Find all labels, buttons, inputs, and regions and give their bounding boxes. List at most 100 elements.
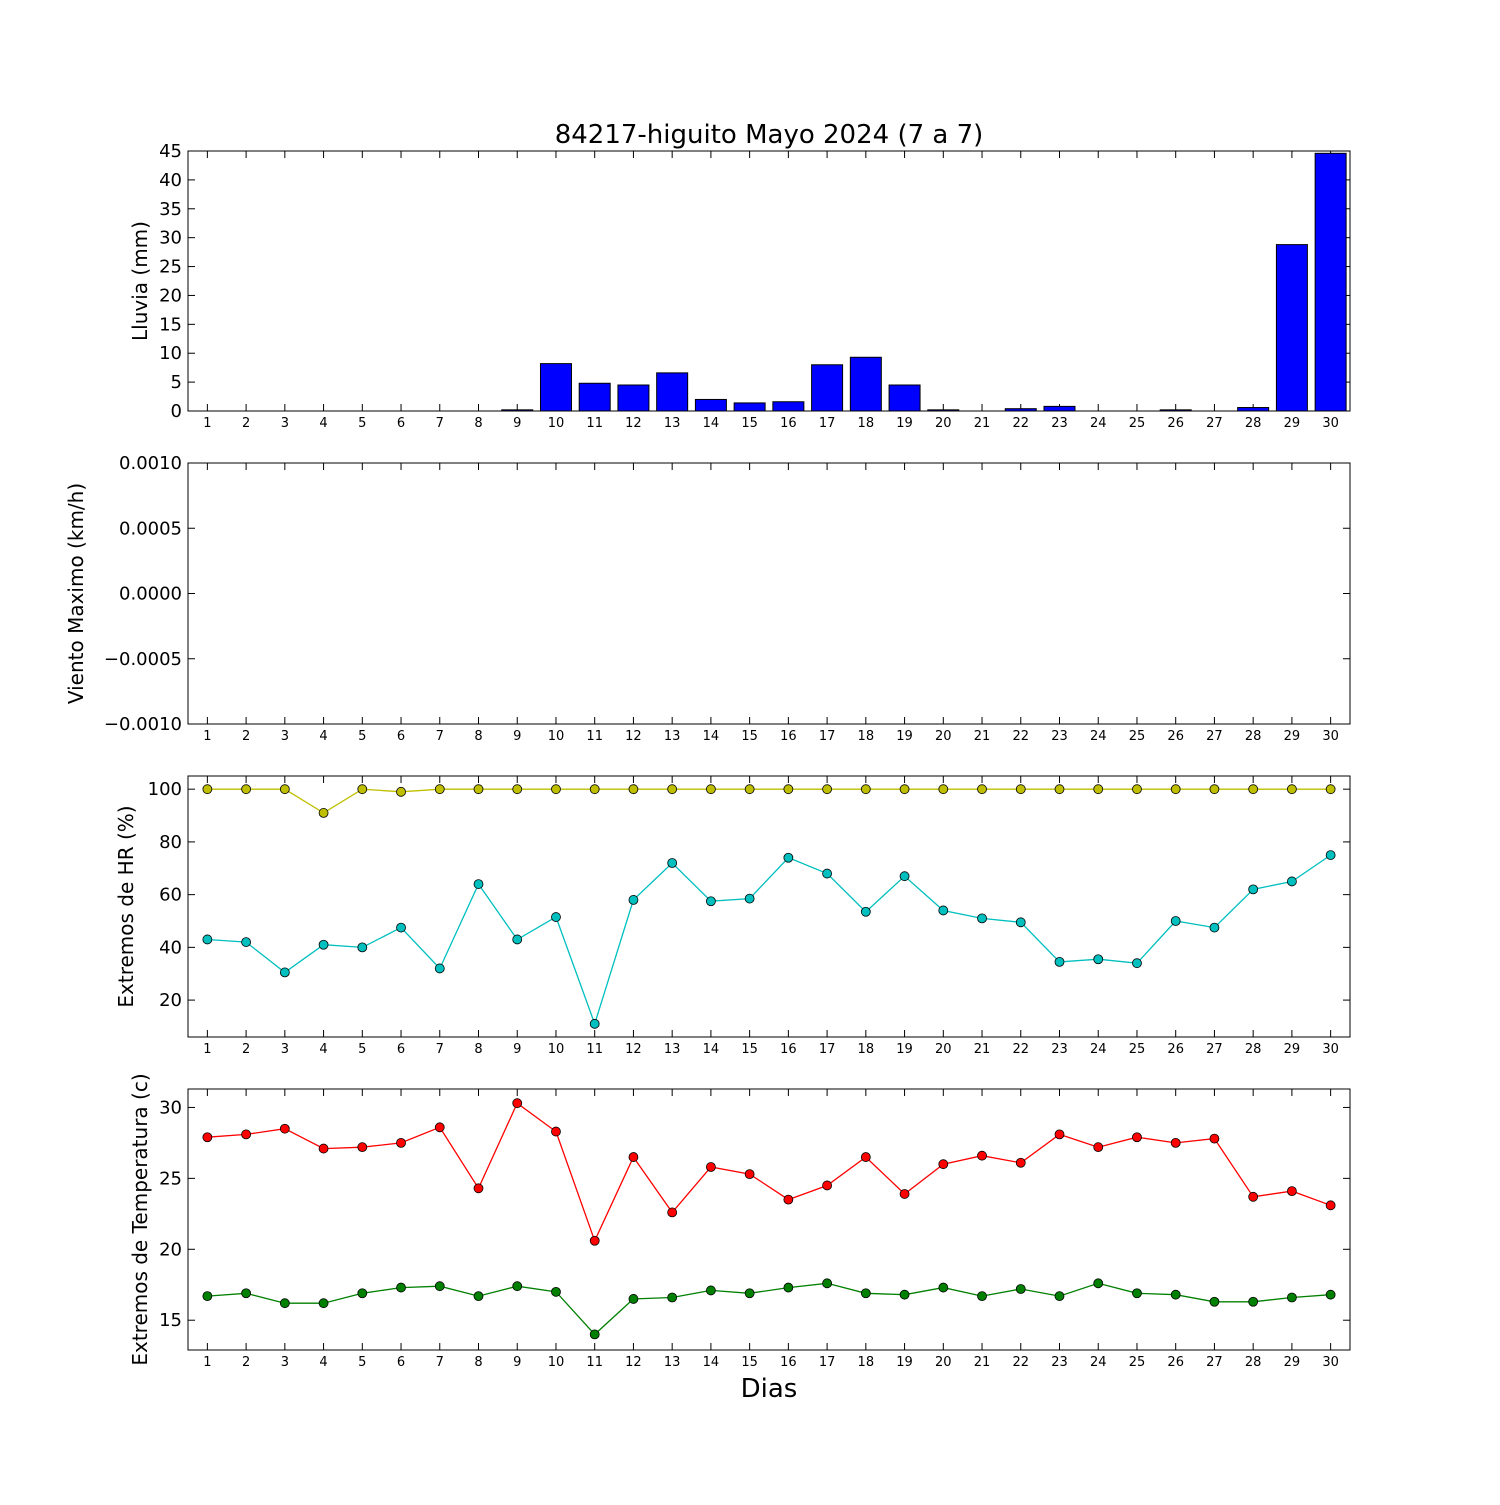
data-point (279, 1123, 290, 1134)
data-point (241, 784, 252, 795)
x-tick-label: 28 (1245, 416, 1262, 431)
x-tick-label: 22 (1012, 729, 1029, 744)
data-point (1248, 784, 1259, 795)
x-tick-label: 25 (1129, 416, 1146, 431)
x-tick-label: 2 (242, 729, 250, 744)
data-point (783, 1282, 794, 1293)
data-point (938, 784, 949, 795)
plot-frame (187, 462, 1351, 725)
x-tick-label: 8 (474, 416, 482, 431)
data-point (938, 1159, 949, 1170)
x-tick-label: 24 (1090, 1042, 1107, 1057)
x-tick-label: 19 (896, 416, 913, 431)
x-tick-label: 6 (397, 729, 405, 744)
data-point (744, 784, 755, 795)
y-tick-label: −0.0005 (104, 649, 182, 670)
y-tick-label: 0.0005 (119, 518, 182, 539)
y-tick-label: 0.0000 (119, 584, 182, 605)
data-point (202, 784, 213, 795)
x-tick-label: 24 (1090, 729, 1107, 744)
data-point (628, 895, 639, 905)
data-point (1054, 1291, 1065, 1301)
data-point (1287, 1292, 1297, 1303)
x-tick-label: 19 (896, 1042, 913, 1057)
data-point (1132, 1288, 1142, 1299)
x-tick-label: 28 (1245, 1042, 1262, 1057)
x-tick-label: 5 (358, 416, 366, 431)
data-point (1209, 922, 1220, 933)
y-axis-label: Extremos de HR (%) (114, 805, 138, 1007)
x-tick-label: 4 (319, 729, 327, 744)
x-tick-label: 7 (436, 416, 444, 431)
x-tick-label: 19 (896, 729, 913, 744)
x-tick-label: 25 (1129, 729, 1146, 744)
data-point (628, 1294, 639, 1304)
data-point (744, 1169, 755, 1180)
data-point (1209, 784, 1220, 795)
y-axis-label: Extremos de Temperatura (c) (128, 1073, 152, 1365)
x-tick-label: 4 (319, 1355, 327, 1370)
data-point (202, 934, 213, 945)
rain-bar (694, 398, 727, 412)
data-point (318, 808, 329, 818)
plot-frame (187, 1088, 1351, 1351)
data-point (899, 871, 910, 882)
data-point (318, 1143, 329, 1154)
data-point (1093, 784, 1104, 795)
data-point (202, 1291, 213, 1301)
data-point (434, 1281, 445, 1292)
x-tick-label: 23 (1051, 729, 1068, 744)
x-tick-label: 11 (586, 1042, 603, 1057)
x-tick-label: 20 (935, 729, 952, 744)
data-point (706, 896, 716, 907)
x-tick-label: 16 (780, 1355, 797, 1370)
data-point (783, 852, 794, 863)
x-tick-label: 20 (935, 1042, 952, 1057)
x-tick-label: 11 (586, 1355, 603, 1370)
x-tick-label: 21 (974, 1355, 991, 1370)
series-line-2 (207, 854, 1331, 1026)
data-point (473, 879, 484, 889)
rain-bar (617, 384, 650, 412)
x-tick-label: 17 (819, 729, 836, 744)
x-tick-label: 26 (1167, 729, 1184, 744)
y-tick-label: 60 (159, 885, 182, 906)
data-point (1170, 1138, 1181, 1148)
x-tick-label: 16 (780, 729, 797, 744)
x-tick-label: 29 (1284, 1042, 1301, 1057)
rain-bar (1275, 244, 1308, 412)
data-point (1132, 784, 1142, 795)
data-point (241, 1129, 252, 1140)
x-tick-label: 15 (741, 1355, 758, 1370)
data-point (822, 1180, 832, 1191)
data-point (434, 1122, 445, 1133)
rain-bar (1043, 405, 1076, 412)
x-tick-label: 1 (203, 416, 211, 431)
rain-bar (733, 402, 766, 412)
x-tick-label: 7 (436, 1355, 444, 1370)
data-point (357, 942, 368, 953)
x-tick-label: 6 (397, 1042, 405, 1057)
data-point (977, 1150, 987, 1161)
x-tick-label: 11 (586, 416, 603, 431)
data-point (860, 784, 871, 795)
x-tick-label: 27 (1206, 1042, 1223, 1057)
data-point (512, 934, 523, 945)
data-point (1170, 784, 1181, 795)
data-point (551, 912, 561, 922)
x-tick-label: 13 (664, 1355, 681, 1370)
data-point (1248, 1296, 1259, 1307)
data-point (551, 1126, 561, 1137)
x-tick-label: 27 (1206, 1355, 1223, 1370)
data-point (1287, 784, 1297, 795)
x-tick-label: 2 (242, 1042, 250, 1057)
y-tick-label: 20 (159, 285, 182, 306)
x-tick-label: 23 (1051, 1355, 1068, 1370)
x-tick-label: 24 (1090, 1355, 1107, 1370)
data-point (279, 784, 290, 795)
y-tick-label: 20 (159, 1239, 182, 1260)
plot-frame (187, 775, 1351, 1038)
data-point (1170, 916, 1181, 926)
data-point (899, 1289, 910, 1300)
x-tick-label: 23 (1051, 416, 1068, 431)
